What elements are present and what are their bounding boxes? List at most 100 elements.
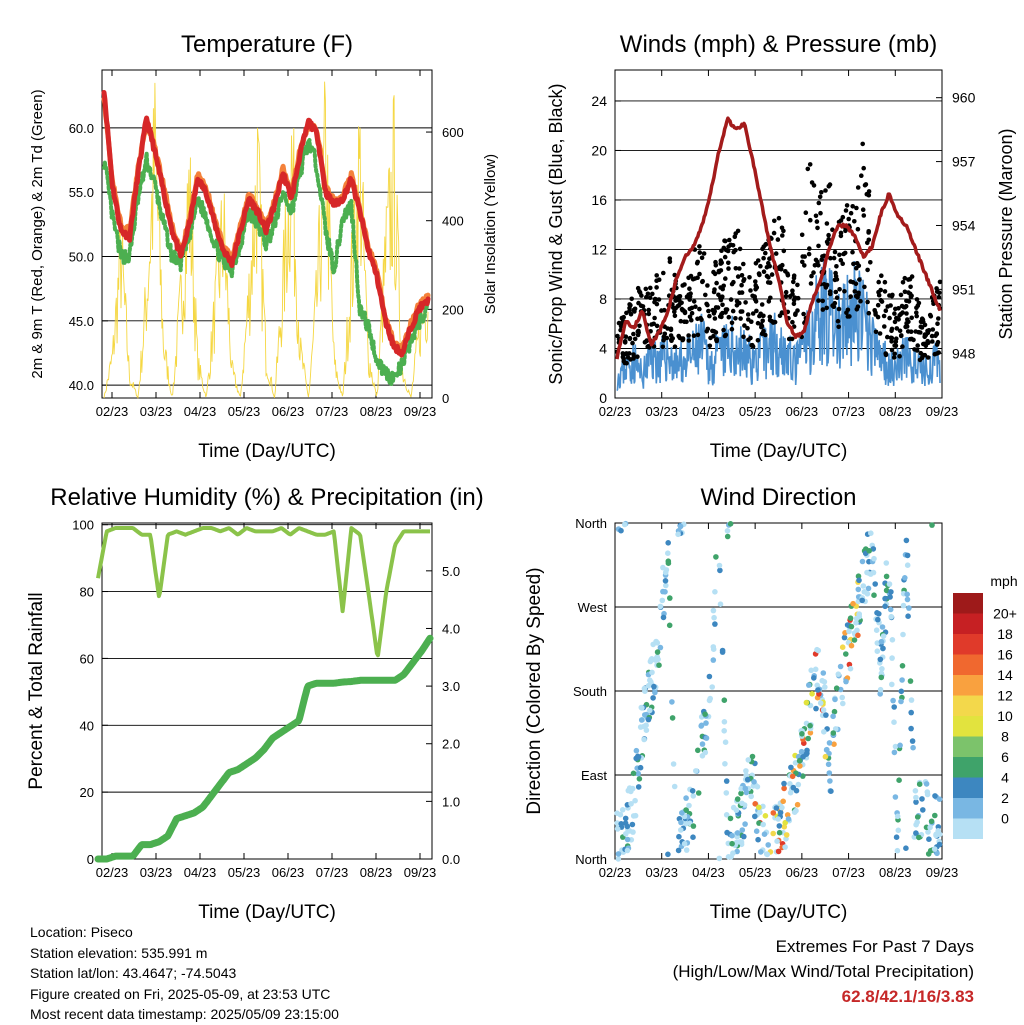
- direction-point: [775, 816, 781, 822]
- direction-point: [795, 781, 802, 788]
- direction-point: [722, 739, 729, 745]
- direction-point: [877, 656, 884, 663]
- direction-point: [712, 621, 718, 627]
- gust-point: [661, 334, 667, 339]
- gust-point: [726, 244, 731, 249]
- direction-point: [749, 753, 756, 760]
- direction-point: [713, 554, 719, 560]
- gust-point: [854, 265, 859, 271]
- direction-point: [926, 836, 932, 842]
- direction-point: [777, 809, 784, 816]
- x-tick-label: 03/23: [645, 865, 678, 880]
- direction-point: [914, 814, 921, 820]
- direction-point: [666, 622, 673, 629]
- direction-point: [864, 569, 870, 576]
- gust-point: [635, 332, 641, 338]
- gust-point: [739, 273, 745, 278]
- y-axis-label-3: Percent & Total Rainfall: [26, 592, 47, 789]
- direction-point: [787, 781, 793, 787]
- gust-point: [927, 312, 933, 318]
- direction-point: [815, 687, 821, 693]
- direction-point: [855, 573, 862, 579]
- gust-point: [838, 230, 844, 236]
- colorbar-label: 20+: [993, 606, 1017, 622]
- y-tick-label: 45.0: [69, 314, 94, 329]
- gust-point: [843, 228, 848, 234]
- gust-point: [745, 312, 751, 317]
- direction-point: [919, 796, 925, 802]
- gust-point: [737, 266, 742, 271]
- gust-point: [667, 256, 673, 261]
- gust-point: [824, 305, 829, 311]
- gust-point: [711, 289, 717, 295]
- direction-point: [805, 735, 811, 742]
- direction-point: [886, 581, 893, 587]
- gust-point: [783, 289, 789, 295]
- direction-point: [903, 845, 909, 851]
- direction-point: [900, 631, 906, 638]
- gust-point: [914, 313, 919, 319]
- gust-point: [697, 250, 703, 255]
- direction-point: [848, 623, 855, 630]
- direction-point: [693, 768, 699, 774]
- direction-point: [709, 684, 715, 690]
- gust-point: [668, 326, 674, 332]
- gust-point: [936, 290, 942, 296]
- gust-point: [713, 263, 719, 268]
- gust-point: [677, 294, 683, 299]
- direction-point: [702, 749, 709, 756]
- direction-point: [779, 804, 785, 811]
- gust-point: [691, 299, 697, 304]
- gust-point: [643, 286, 649, 292]
- direction-point: [730, 850, 736, 856]
- direction-point: [826, 770, 833, 776]
- y2-tick-label: 200: [442, 302, 464, 317]
- gust-point: [711, 333, 716, 339]
- gust-point: [644, 338, 649, 344]
- gust-point: [894, 326, 900, 331]
- gust-point: [855, 185, 861, 190]
- direction-point: [897, 742, 903, 749]
- gust-point: [780, 262, 785, 268]
- direction-point: [929, 522, 935, 528]
- gust-point: [865, 240, 870, 246]
- gust-point: [862, 284, 867, 290]
- direction-point: [851, 637, 858, 643]
- colorbar-segment: [953, 695, 983, 716]
- direction-point: [739, 800, 745, 807]
- x-tick-label: 08/23: [360, 404, 393, 419]
- direction-point: [826, 740, 833, 746]
- gust-point: [896, 317, 901, 322]
- direction-point: [775, 848, 782, 855]
- gust-point: [915, 343, 920, 348]
- gust-point: [934, 351, 940, 356]
- direction-point: [935, 824, 942, 830]
- gust-point: [637, 323, 642, 329]
- y2-tick-label: 2.0: [442, 737, 460, 752]
- gust-point: [707, 313, 712, 319]
- gust-point: [801, 311, 806, 317]
- gust-point: [689, 310, 695, 316]
- direction-point: [724, 528, 731, 534]
- direction-point: [645, 716, 652, 723]
- gust-point: [713, 305, 719, 310]
- gust-point: [903, 324, 908, 330]
- gust-point: [710, 307, 715, 313]
- direction-point: [825, 761, 832, 768]
- gust-point: [695, 275, 700, 281]
- gust-point: [914, 310, 919, 315]
- gust-point: [819, 190, 824, 195]
- direction-point: [799, 731, 805, 737]
- direction-point: [770, 810, 777, 816]
- direction-point: [822, 684, 828, 690]
- direction-point: [675, 531, 681, 538]
- direction-point: [660, 614, 667, 621]
- direction-point: [935, 828, 941, 834]
- gust-point: [776, 215, 782, 221]
- gust-point: [904, 321, 909, 326]
- gust-point: [838, 257, 844, 263]
- gust-point: [920, 352, 925, 358]
- gust-point: [624, 360, 629, 366]
- gust-point: [882, 324, 887, 329]
- gust-point: [923, 342, 929, 347]
